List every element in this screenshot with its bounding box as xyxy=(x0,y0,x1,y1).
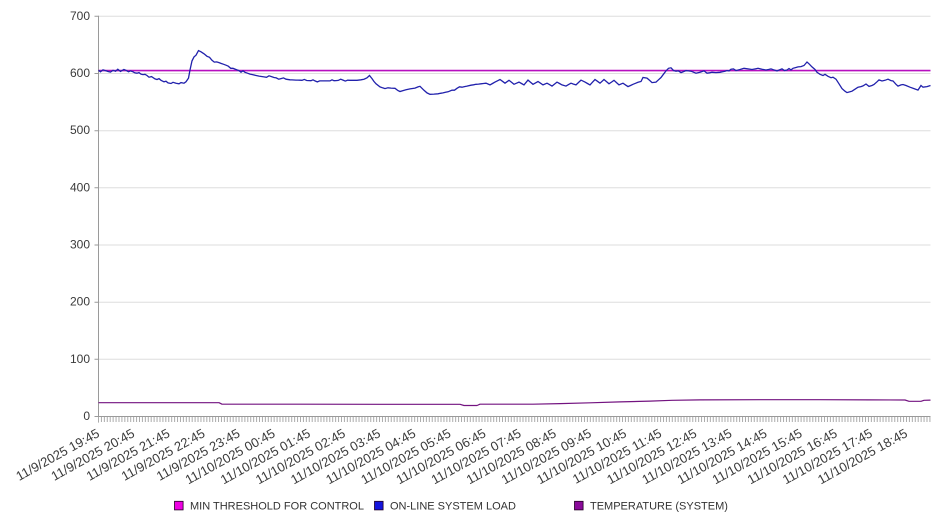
svg-text:TEMPERATURE (SYSTEM): TEMPERATURE (SYSTEM) xyxy=(590,501,728,513)
svg-text:500: 500 xyxy=(70,123,90,137)
svg-text:MIN THRESHOLD FOR CONTROL: MIN THRESHOLD FOR CONTROL xyxy=(190,501,364,513)
svg-text:300: 300 xyxy=(70,238,90,252)
svg-text:ON-LINE SYSTEM LOAD: ON-LINE SYSTEM LOAD xyxy=(390,501,516,513)
svg-text:400: 400 xyxy=(70,180,90,194)
svg-text:200: 200 xyxy=(70,295,90,309)
svg-text:100: 100 xyxy=(70,352,90,366)
svg-text:0: 0 xyxy=(83,409,90,423)
svg-text:700: 700 xyxy=(70,9,90,23)
svg-text:600: 600 xyxy=(70,66,90,80)
